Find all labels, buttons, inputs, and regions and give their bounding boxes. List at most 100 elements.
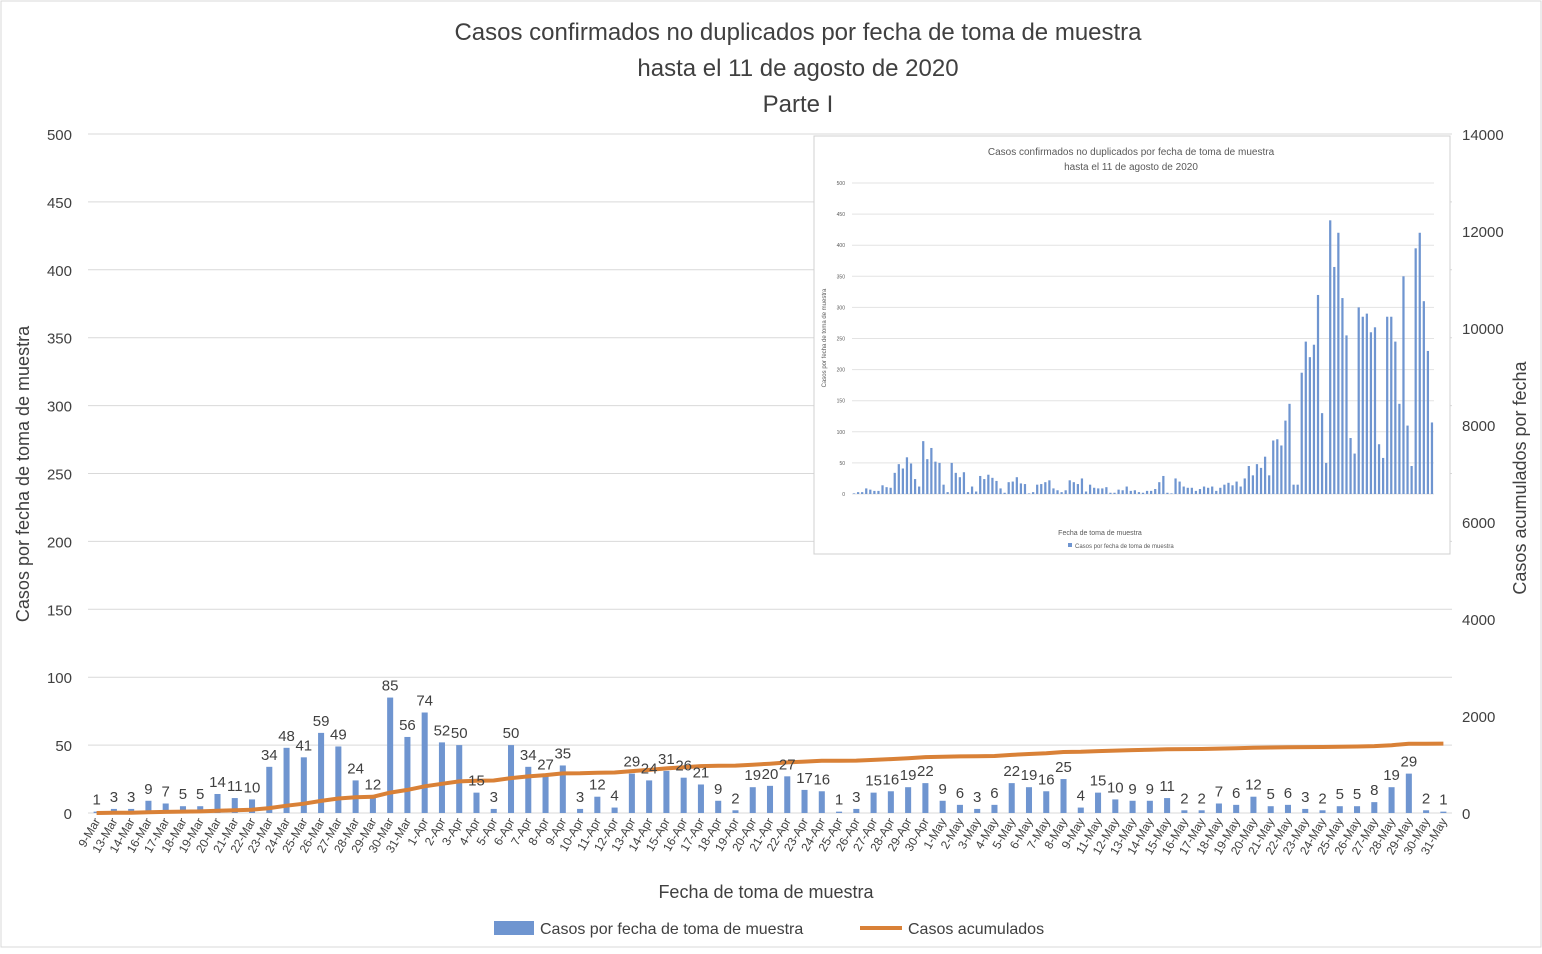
bar-data-label: 15 [468, 773, 485, 790]
y-tick-label: 50 [55, 738, 72, 755]
inset-bar [1162, 475, 1165, 494]
bar-data-label: 1 [835, 792, 843, 809]
bar [231, 798, 238, 813]
inset-bar [861, 492, 864, 494]
inset-bar [901, 468, 904, 494]
bar-data-label: 6 [990, 785, 998, 802]
bar [145, 800, 152, 813]
inset-bar [1402, 276, 1405, 494]
inset-bar [1007, 482, 1010, 494]
inset-y-tick-label: 200 [837, 368, 846, 374]
bar [577, 808, 584, 813]
inset-bar [1129, 490, 1132, 494]
inset-bar [1406, 425, 1409, 494]
inset-bar [1052, 488, 1055, 494]
inset-bar [1345, 335, 1348, 494]
inset-bar [950, 462, 953, 494]
bar-data-label: 12 [1245, 777, 1262, 794]
inset-bar [1223, 484, 1226, 494]
y-axis-ticks: 0 50 100 150 200 250 300 350 400 450 500 [47, 127, 72, 823]
bar-data-label: 16 [883, 771, 900, 788]
inset-bar [1206, 487, 1210, 494]
bar-data-label: 2 [1422, 790, 1430, 807]
inset-bar [979, 475, 982, 494]
bar [1077, 807, 1084, 813]
inset-bar [1097, 488, 1100, 494]
inset-bar [1088, 484, 1092, 494]
bar [853, 808, 860, 813]
chart-title-line-3: Parte I [763, 91, 834, 118]
inset-bar [918, 486, 921, 494]
bar-data-label: 52 [434, 722, 451, 739]
bar-data-label: 19 [900, 767, 917, 784]
bar-data-label: 4 [610, 788, 618, 805]
bar-data-label: 27 [779, 756, 796, 773]
inset-bar [1064, 490, 1067, 494]
bar-data-label: 10 [1107, 779, 1124, 796]
inset-bar [930, 447, 933, 494]
inset-bar [1198, 489, 1202, 494]
inset-bar [1145, 490, 1149, 494]
inset-bar [1296, 484, 1299, 494]
inset-bar [1202, 486, 1206, 494]
bar-data-label: 2 [1180, 790, 1188, 807]
inset-bar [970, 486, 974, 494]
inset-bar [983, 479, 986, 494]
bar-data-label: 1 [1439, 792, 1447, 809]
inset-bar [1422, 301, 1425, 494]
bar [1423, 810, 1430, 813]
inset-bar [1333, 266, 1336, 494]
inset-bar [1382, 457, 1385, 494]
bar-data-label: 29 [624, 754, 641, 771]
inset-bar [877, 490, 880, 494]
inset-bar [975, 491, 978, 494]
inset-bar [1312, 344, 1316, 494]
inset-bar [1300, 372, 1303, 494]
bar [887, 791, 894, 813]
bar-data-label: 3 [576, 789, 584, 806]
inset-bar [991, 477, 994, 494]
inset-bar [1430, 422, 1434, 494]
inset-bar [1101, 488, 1104, 494]
bar [1267, 806, 1274, 813]
y-tick-label: 350 [47, 331, 72, 348]
inset-y-tick-label: 400 [837, 243, 846, 249]
bar-data-label: 74 [416, 693, 433, 710]
bar [766, 785, 774, 813]
inset-title-line-2: hasta el 11 de agosto de 2020 [1064, 162, 1198, 173]
bar-data-label: 3 [490, 789, 498, 806]
inset-bar [1194, 490, 1198, 494]
inset-bar [1186, 487, 1189, 494]
inset-bar [1211, 486, 1214, 494]
inset-bar [885, 487, 888, 494]
bar [162, 803, 169, 813]
inset-bar [1015, 477, 1018, 494]
inset-bar [938, 462, 941, 494]
bar-data-label: 9 [714, 781, 722, 798]
bar-data-label: 15 [865, 773, 882, 790]
inset-bar [1003, 492, 1006, 494]
bar [300, 757, 307, 813]
inset-y-tick-label: 500 [837, 181, 846, 187]
bar [421, 712, 428, 813]
inset-bar [1166, 492, 1169, 494]
inset-bar [1263, 456, 1267, 494]
inset-bar [1304, 341, 1307, 494]
bar-data-label: 8 [1370, 782, 1378, 799]
inset-bar [909, 463, 913, 494]
bar-data-label: 34 [261, 747, 278, 764]
inset-bar [1150, 490, 1153, 494]
bar [784, 776, 791, 813]
inset-bar [1023, 484, 1027, 494]
y-tick-label: 500 [47, 127, 72, 144]
bar [974, 808, 981, 813]
bar [456, 745, 463, 813]
bar [318, 732, 325, 813]
bar-data-label: 31 [658, 751, 675, 768]
inset-bar [1215, 490, 1218, 494]
bar-data-label: 20 [762, 766, 779, 783]
inset-frame [813, 135, 1451, 555]
inset-bar [1288, 403, 1291, 494]
inset-bar [1141, 492, 1145, 494]
inset-bar [922, 441, 925, 494]
